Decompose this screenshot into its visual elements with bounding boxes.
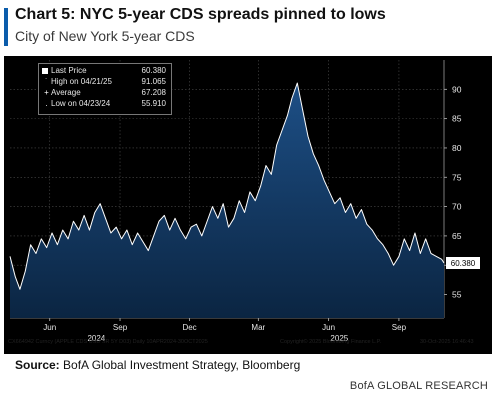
legend-label: Average: [51, 88, 81, 97]
x-tick-label: Dec: [182, 323, 196, 332]
x-tick-label: Sep: [113, 323, 128, 332]
high-marker-icon: ˙: [45, 77, 48, 86]
legend-label: High on 04/21/25: [51, 77, 112, 86]
legend-label: Last Price: [51, 66, 87, 75]
x-year-label: 2024: [87, 334, 105, 343]
legend-low: . Low on 04/23/24 55.910: [42, 99, 168, 109]
x-tick-label: Sep: [392, 323, 407, 332]
chart-legend: Last Price 60.380 ˙ High on 04/21/25 91.0…: [38, 63, 172, 115]
legend-value: 55.910: [141, 99, 166, 108]
y-tick-label: 80: [452, 143, 462, 153]
source-label: Source:: [15, 358, 60, 372]
y-tick-label: 55: [452, 290, 462, 300]
legend-last-price: Last Price 60.380: [42, 66, 168, 76]
legend-value: 60.380: [141, 66, 166, 75]
chart-header: Chart 5: NYC 5-year CDS spreads pinned t…: [0, 6, 500, 52]
x-year-label: 2025: [330, 334, 348, 343]
footer-copyright: Copyright© 2025 Bloomberg Finance L.P.: [280, 339, 382, 345]
chart-subtitle: City of New York 5-year CDS: [15, 28, 195, 44]
y-tick-label: 85: [452, 114, 462, 124]
brand-logo-text: BofA GLOBAL RESEARCH: [349, 380, 488, 392]
footer-timestamp: 30-Oct-2025 16:46:43: [420, 339, 474, 345]
footer-ticker: CX664942 Curncy (APPLE CDS USD SR 5Y D03…: [8, 339, 208, 345]
cds-chart: 5560657075808590JunSepDecMarJunSep202420…: [9, 60, 480, 343]
legend-label: Low on 04/23/24: [51, 99, 111, 108]
title-accent-bar: [4, 8, 8, 46]
source-text: BofA Global Investment Strategy, Bloombe…: [59, 358, 301, 372]
x-tick-label: Mar: [251, 323, 265, 332]
average-marker-icon: +: [44, 88, 49, 97]
x-tick-label: Jun: [322, 323, 335, 332]
series-line: [9, 82, 445, 290]
y-tick-label: 75: [452, 172, 462, 182]
y-tick-label: 70: [452, 202, 462, 212]
legend-value: 67.208: [141, 88, 166, 97]
series-area: [10, 83, 444, 318]
last-price-box: [446, 256, 480, 269]
source-note: Source: BofA Global Investment Strategy,…: [15, 358, 300, 372]
y-tick-label: 65: [452, 231, 462, 241]
chart-panel: 5560657075808590JunSepDecMarJunSep202420…: [4, 56, 492, 354]
y-tick-label: 90: [452, 84, 462, 94]
low-marker-icon: .: [45, 99, 48, 108]
last-price-label: 60.380: [451, 259, 476, 268]
last-price-marker-icon: [42, 67, 48, 74]
legend-high: ˙ High on 04/21/25 91.065: [42, 77, 168, 87]
legend-value: 91.065: [141, 77, 166, 86]
chart-title: Chart 5: NYC 5-year CDS spreads pinned t…: [15, 6, 386, 23]
x-tick-label: Jun: [43, 323, 56, 332]
legend-average: + Average 67.208: [42, 88, 168, 98]
